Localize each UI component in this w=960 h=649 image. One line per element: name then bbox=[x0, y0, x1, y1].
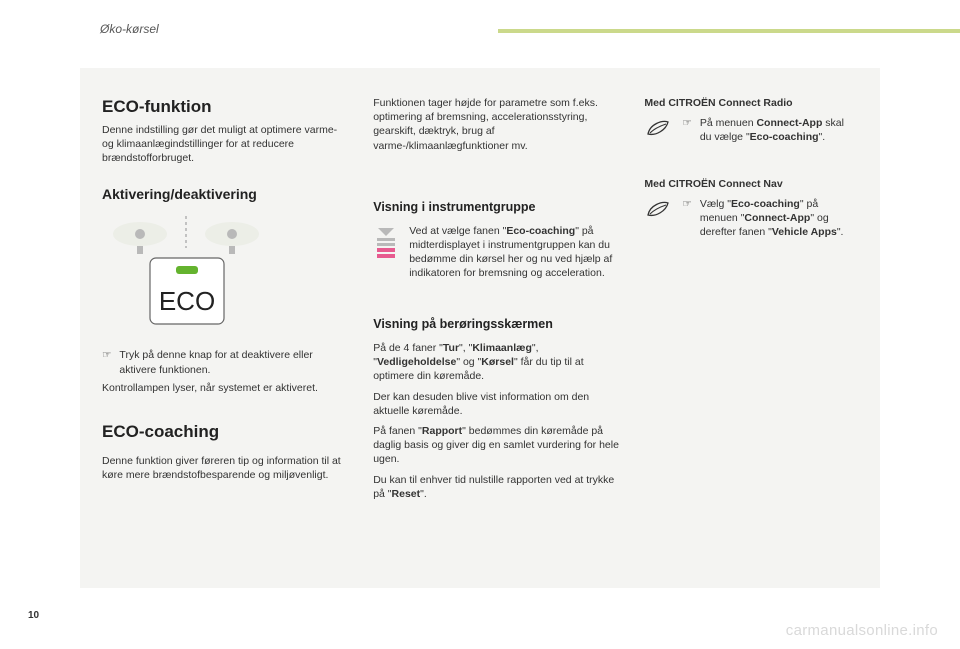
column-1: ECO-funktion Denne indstilling gør det m… bbox=[102, 96, 351, 572]
section-header: Øko-kørsel bbox=[100, 22, 159, 36]
bullet-icon: ☞ bbox=[682, 116, 691, 144]
connect-radio-block: ☞ På menuen Connect-App skal du vælge "E… bbox=[644, 116, 858, 148]
text-bold: Rapport bbox=[422, 425, 462, 437]
bullet-icon: ☞ bbox=[682, 197, 691, 240]
activation-bullet: ☞ Tryk på denne knap for at deaktivere e… bbox=[102, 348, 351, 376]
connect-radio-text: ☞ På menuen Connect-App skal du vælge "E… bbox=[682, 116, 858, 148]
connect-radio-heading: Med CITROËN Connect Radio bbox=[644, 96, 858, 110]
text-part: Vælg " bbox=[700, 198, 731, 210]
text-bold: Connect-App bbox=[756, 117, 822, 129]
text-bold: Reset bbox=[392, 488, 421, 500]
connect-nav-block: ☞ Vælg "Eco-coaching" på menuen "Connect… bbox=[644, 197, 858, 244]
text-part: På fanen " bbox=[373, 425, 422, 437]
touchscreen-p2: Der kan desuden blive vist information o… bbox=[373, 390, 622, 418]
text-part: ". bbox=[420, 488, 427, 500]
text-bold: Vedligeholdelse bbox=[377, 356, 456, 368]
connect-nav-heading: Med CITROËN Connect Nav bbox=[644, 177, 858, 191]
activation-bullet-text: Tryk på denne knap for at deaktivere ell… bbox=[119, 348, 351, 376]
col2-intro: Funktionen tager højde for parametre som… bbox=[373, 96, 622, 153]
bullet-text: På menuen Connect-App skal du vælge "Eco… bbox=[700, 116, 858, 144]
instrument-panel-heading: Visning i instrumentgruppe bbox=[373, 199, 622, 216]
connect-nav-text: ☞ Vælg "Eco-coaching" på menuen "Connect… bbox=[682, 197, 858, 244]
eco-coaching-body: Denne funktion giver føreren tip og info… bbox=[102, 454, 351, 482]
page-panel: ECO-funktion Denne indstilling gør det m… bbox=[80, 68, 880, 588]
text-part: ". bbox=[819, 131, 826, 143]
text-part: På menuen bbox=[700, 117, 757, 129]
text-bold: Vehicle Apps bbox=[772, 226, 837, 238]
activation-note: Kontrollampen lyser, når systemet er akt… bbox=[102, 381, 351, 395]
page-number: 10 bbox=[28, 610, 39, 621]
text-part: ". bbox=[837, 226, 844, 238]
text-part: Ved at vælge fanen " bbox=[409, 225, 506, 237]
text-part: På de 4 faner " bbox=[373, 342, 443, 354]
eco-funktion-intro: Denne indstilling gør det muligt at opti… bbox=[102, 123, 351, 166]
bullet-icon: ☞ bbox=[102, 348, 111, 376]
eco-coaching-heading: ECO-coaching bbox=[102, 421, 351, 444]
activation-heading: Aktivering/deaktivering bbox=[102, 185, 351, 204]
eco-button-label: ECO bbox=[159, 286, 215, 316]
column-2: Funktionen tager højde for parametre som… bbox=[373, 96, 622, 572]
leaf-icon bbox=[644, 116, 672, 148]
touchscreen-p3: På fanen "Rapport" bedømmes din køremåde… bbox=[373, 424, 622, 467]
watermark: carmanualsonline.info bbox=[786, 622, 938, 639]
text-bold: Eco-coaching bbox=[731, 198, 800, 210]
touchscreen-p1: På de 4 faner "Tur", "Klimaanlæg", "Vedl… bbox=[373, 341, 622, 384]
text-part: " og " bbox=[456, 356, 481, 368]
touchscreen-p4: Du kan til enhver tid nulstille rapporte… bbox=[373, 473, 622, 501]
text-bold: Connect-App bbox=[744, 212, 810, 224]
text-bold: Klimaanlæg bbox=[472, 342, 532, 354]
bullet-text: Vælg "Eco-coaching" på menuen "Connect-A… bbox=[700, 197, 858, 240]
instrument-panel-block: Ved at vælge fanen "Eco-coaching" på mid… bbox=[373, 224, 622, 281]
text-bold: Eco-coaching bbox=[506, 225, 575, 237]
eco-button-illustration: ECO bbox=[102, 214, 351, 334]
text-bold: Kørsel bbox=[481, 356, 514, 368]
eco-funktion-title: ECO-funktion bbox=[102, 96, 351, 119]
text-bold: Eco-coaching bbox=[750, 131, 819, 143]
column-3: Med CITROËN Connect Radio ☞ På menuen Co… bbox=[644, 96, 858, 572]
leaf-icon bbox=[644, 197, 672, 244]
text-bold: Tur bbox=[443, 342, 459, 354]
indicator-icon bbox=[373, 224, 399, 281]
text-part: ", " bbox=[459, 342, 472, 354]
touchscreen-heading: Visning på berøringsskærmen bbox=[373, 316, 622, 333]
header-rule bbox=[498, 29, 960, 33]
instrument-panel-text: Ved at vælge fanen "Eco-coaching" på mid… bbox=[409, 224, 622, 281]
